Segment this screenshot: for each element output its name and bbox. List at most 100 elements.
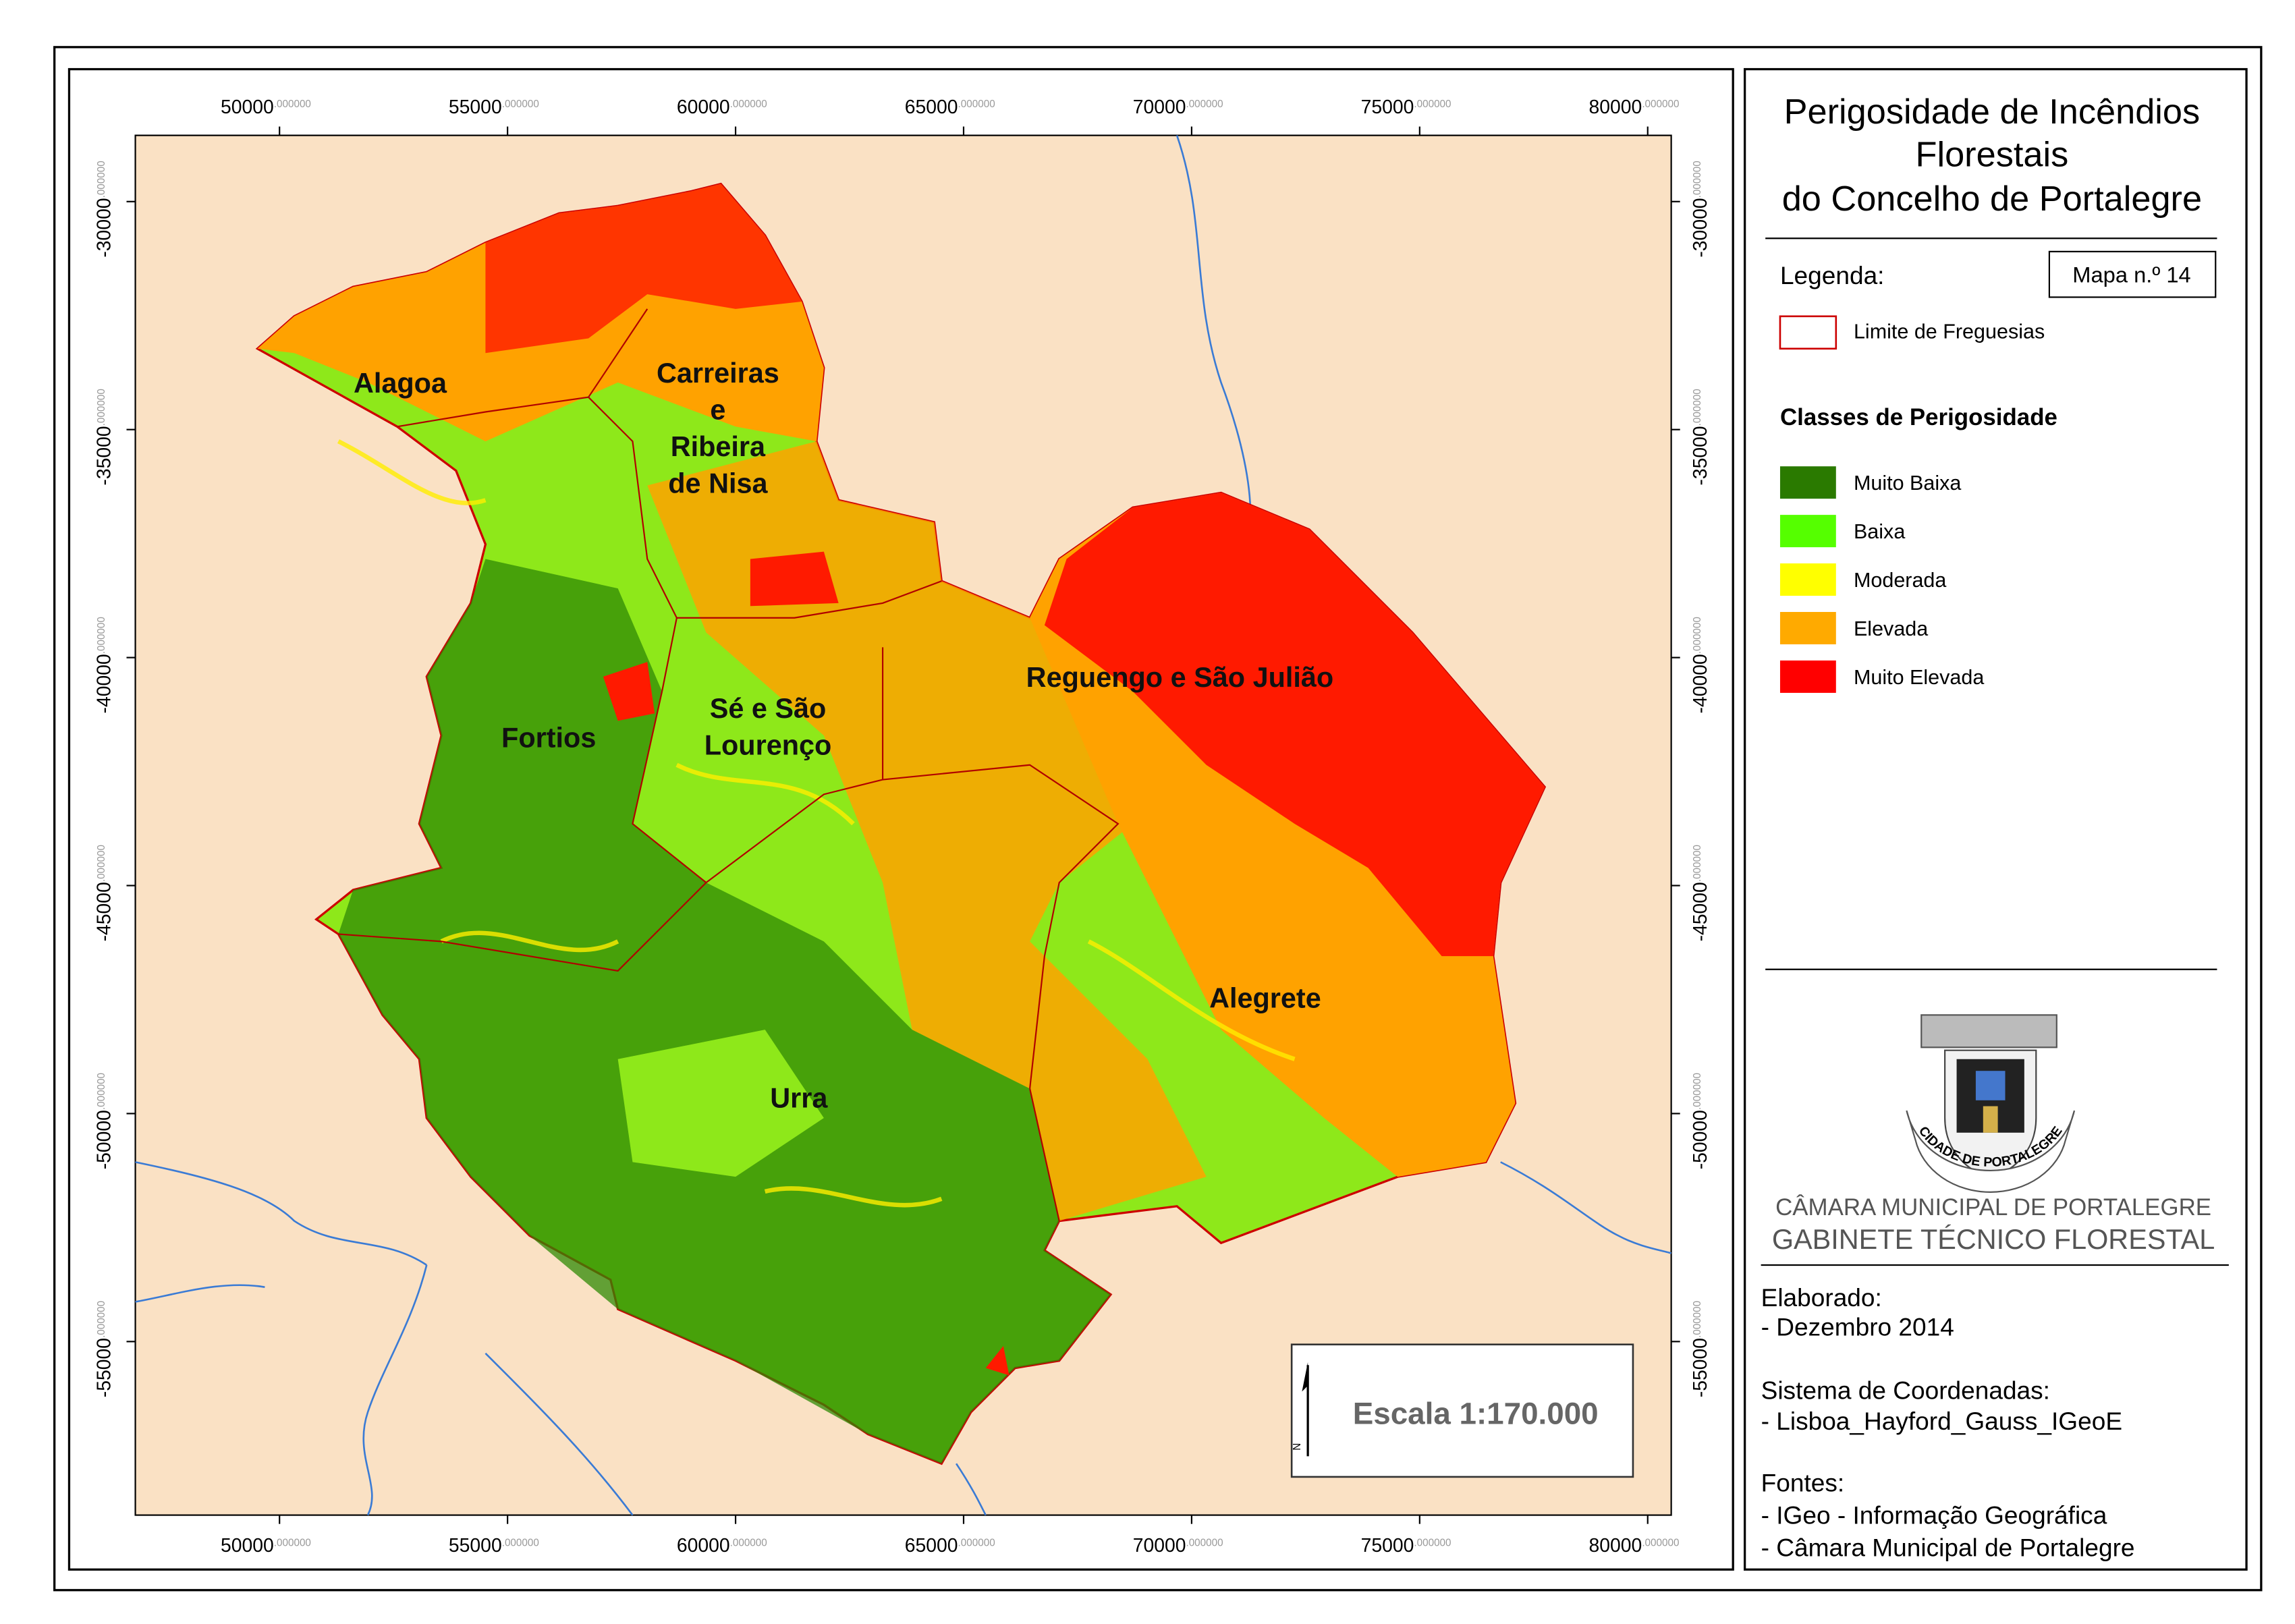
- tick-label: -55000.000000: [94, 1301, 115, 1397]
- boundary: [882, 764, 1119, 1089]
- tick-decimals: .000000: [1186, 1537, 1223, 1548]
- boundary: [632, 647, 884, 884]
- tick-decimals: .000000: [1642, 1537, 1679, 1548]
- credit-line: - IGeo - Informação Geográfica: [1761, 1501, 2107, 1530]
- tick-number: 75000: [1361, 1535, 1414, 1557]
- scale-box: [1290, 1343, 1634, 1478]
- region-label: Urra: [770, 1083, 828, 1114]
- tick-number: 55000: [449, 1535, 502, 1557]
- tick-label: -35000.000000: [94, 389, 115, 485]
- tick-label: 60000.000000: [677, 1535, 767, 1557]
- tick-decimals: .000000: [502, 1537, 539, 1548]
- legend-swatch: [1779, 515, 1836, 548]
- tick-number: 70000: [1133, 1535, 1186, 1557]
- credit-line: Sistema de Coordenadas:: [1761, 1376, 2050, 1404]
- tick-number: -30000: [94, 198, 115, 257]
- tick-decimals: .000000: [274, 1537, 311, 1548]
- region-label: Reguengo e São Julião: [1026, 662, 1334, 693]
- zone-moderada: [1087, 939, 1296, 1061]
- region-label: Lourenço: [704, 729, 832, 760]
- gate: [1983, 1106, 1998, 1133]
- zone-muito-elevada: [485, 184, 802, 354]
- region-label: Fortios: [501, 723, 596, 754]
- legend-label: Elevada: [1854, 617, 1928, 640]
- tick-label: 80000.000000: [1589, 1535, 1680, 1557]
- tick-number: -50000: [1690, 1110, 1711, 1169]
- legend-swatch: [1779, 612, 1836, 644]
- tick-label: 65000.000000: [905, 1535, 995, 1557]
- river: [955, 1463, 987, 1516]
- classes-heading: Classes de Perigosidade: [1780, 404, 2057, 430]
- tick-number: -50000: [94, 1110, 115, 1169]
- tick-number: 60000: [677, 1535, 730, 1557]
- tick-label: -50000.000000: [94, 1073, 115, 1169]
- tick-label: 80000.000000: [1589, 96, 1680, 118]
- region-label: Alagoa: [354, 368, 447, 399]
- tick-decimals: .000000: [96, 1301, 107, 1338]
- tick-decimals: .000000: [958, 1537, 995, 1548]
- region-label: e: [710, 394, 725, 425]
- tick-decimals: .000000: [1692, 617, 1703, 654]
- tick-label: 55000.000000: [449, 96, 539, 118]
- org-unit: GABINETE TÉCNICO FLORESTAL: [1772, 1224, 2215, 1255]
- tick-number: 55000: [449, 96, 502, 118]
- title-line: Florestais: [1916, 135, 2069, 174]
- tick-label: 70000.000000: [1133, 1535, 1223, 1557]
- rivers: [135, 135, 1672, 1516]
- tick-label: 50000.000000: [221, 1535, 311, 1557]
- tick-decimals: .000000: [958, 99, 995, 110]
- tick-label: 75000.000000: [1361, 1535, 1451, 1557]
- tick-decimals: .000000: [1692, 161, 1703, 198]
- credit-line: Fontes:: [1761, 1469, 1845, 1497]
- zone-muito-elevada: [985, 1345, 1010, 1376]
- region-label: Ribeira: [671, 431, 766, 462]
- legend-heading: Legenda:: [1780, 261, 1885, 289]
- tick-decimals: .000000: [1186, 99, 1223, 110]
- zone-moderada: [675, 762, 855, 826]
- freguesia-boundaries: [338, 308, 1119, 1221]
- tick-decimals: .000000: [1414, 99, 1451, 110]
- zone-baixa: [617, 1030, 824, 1177]
- tick-label: -45000.000000: [1690, 845, 1711, 941]
- zone-elevada: [647, 441, 1207, 1221]
- tick-label: -50000.000000: [1690, 1073, 1711, 1169]
- legend: Muito Baixa Baixa Moderada Elevada Muito Ele…: [1779, 466, 1984, 693]
- tick-number: 65000: [905, 1535, 958, 1557]
- north-label: N: [1292, 1443, 1303, 1451]
- tick-number: 80000: [1589, 96, 1642, 118]
- legend-label: Muito Baixa: [1854, 472, 1961, 495]
- tick-decimals: .000000: [1642, 99, 1679, 110]
- zone-moderada: [440, 930, 619, 953]
- tick-decimals: .000000: [96, 845, 107, 882]
- boundary: [338, 882, 707, 972]
- tick-number: 60000: [677, 96, 730, 118]
- ticks: 50000.00000050000.00000055000.0000005500…: [94, 96, 1711, 1557]
- outer-frame: [53, 46, 2263, 1592]
- tick-label: -55000.000000: [1690, 1301, 1711, 1397]
- tick-number: 50000: [221, 96, 274, 118]
- region-label: de Nisa: [668, 468, 768, 499]
- moderate-patches: [337, 439, 1296, 1208]
- map-number-box: [2048, 250, 2217, 298]
- credit-line: - Lisboa_Hayford_Gauss_IGeoE: [1761, 1407, 2122, 1435]
- boundary: [676, 580, 942, 619]
- zone-muito-elevada: [1044, 493, 1545, 957]
- tick-label: -40000.000000: [1690, 617, 1711, 713]
- river: [1176, 135, 1252, 515]
- side-frame: [1743, 67, 2248, 1571]
- scale-text: Escala 1:170.000: [1353, 1396, 1599, 1430]
- map-area: Alagoa Carreiras e Ribeira de Nisa Regue…: [134, 134, 1672, 1516]
- river: [362, 1264, 428, 1516]
- tick-label: -35000.000000: [1690, 389, 1711, 485]
- tick-decimals: .000000: [274, 99, 311, 110]
- credit-line: - Câmara Municipal de Portalegre: [1761, 1534, 2135, 1562]
- river: [1500, 1161, 1672, 1254]
- region-label: Alegrete: [1209, 982, 1321, 1013]
- tick-label: -40000.000000: [94, 617, 115, 713]
- tick-decimals: .000000: [1414, 1537, 1451, 1548]
- tick-label: -30000.000000: [94, 161, 115, 257]
- tick-number: -30000: [1690, 198, 1711, 257]
- tick-label: -30000.000000: [1690, 161, 1711, 257]
- tick-decimals: .000000: [1692, 1301, 1703, 1338]
